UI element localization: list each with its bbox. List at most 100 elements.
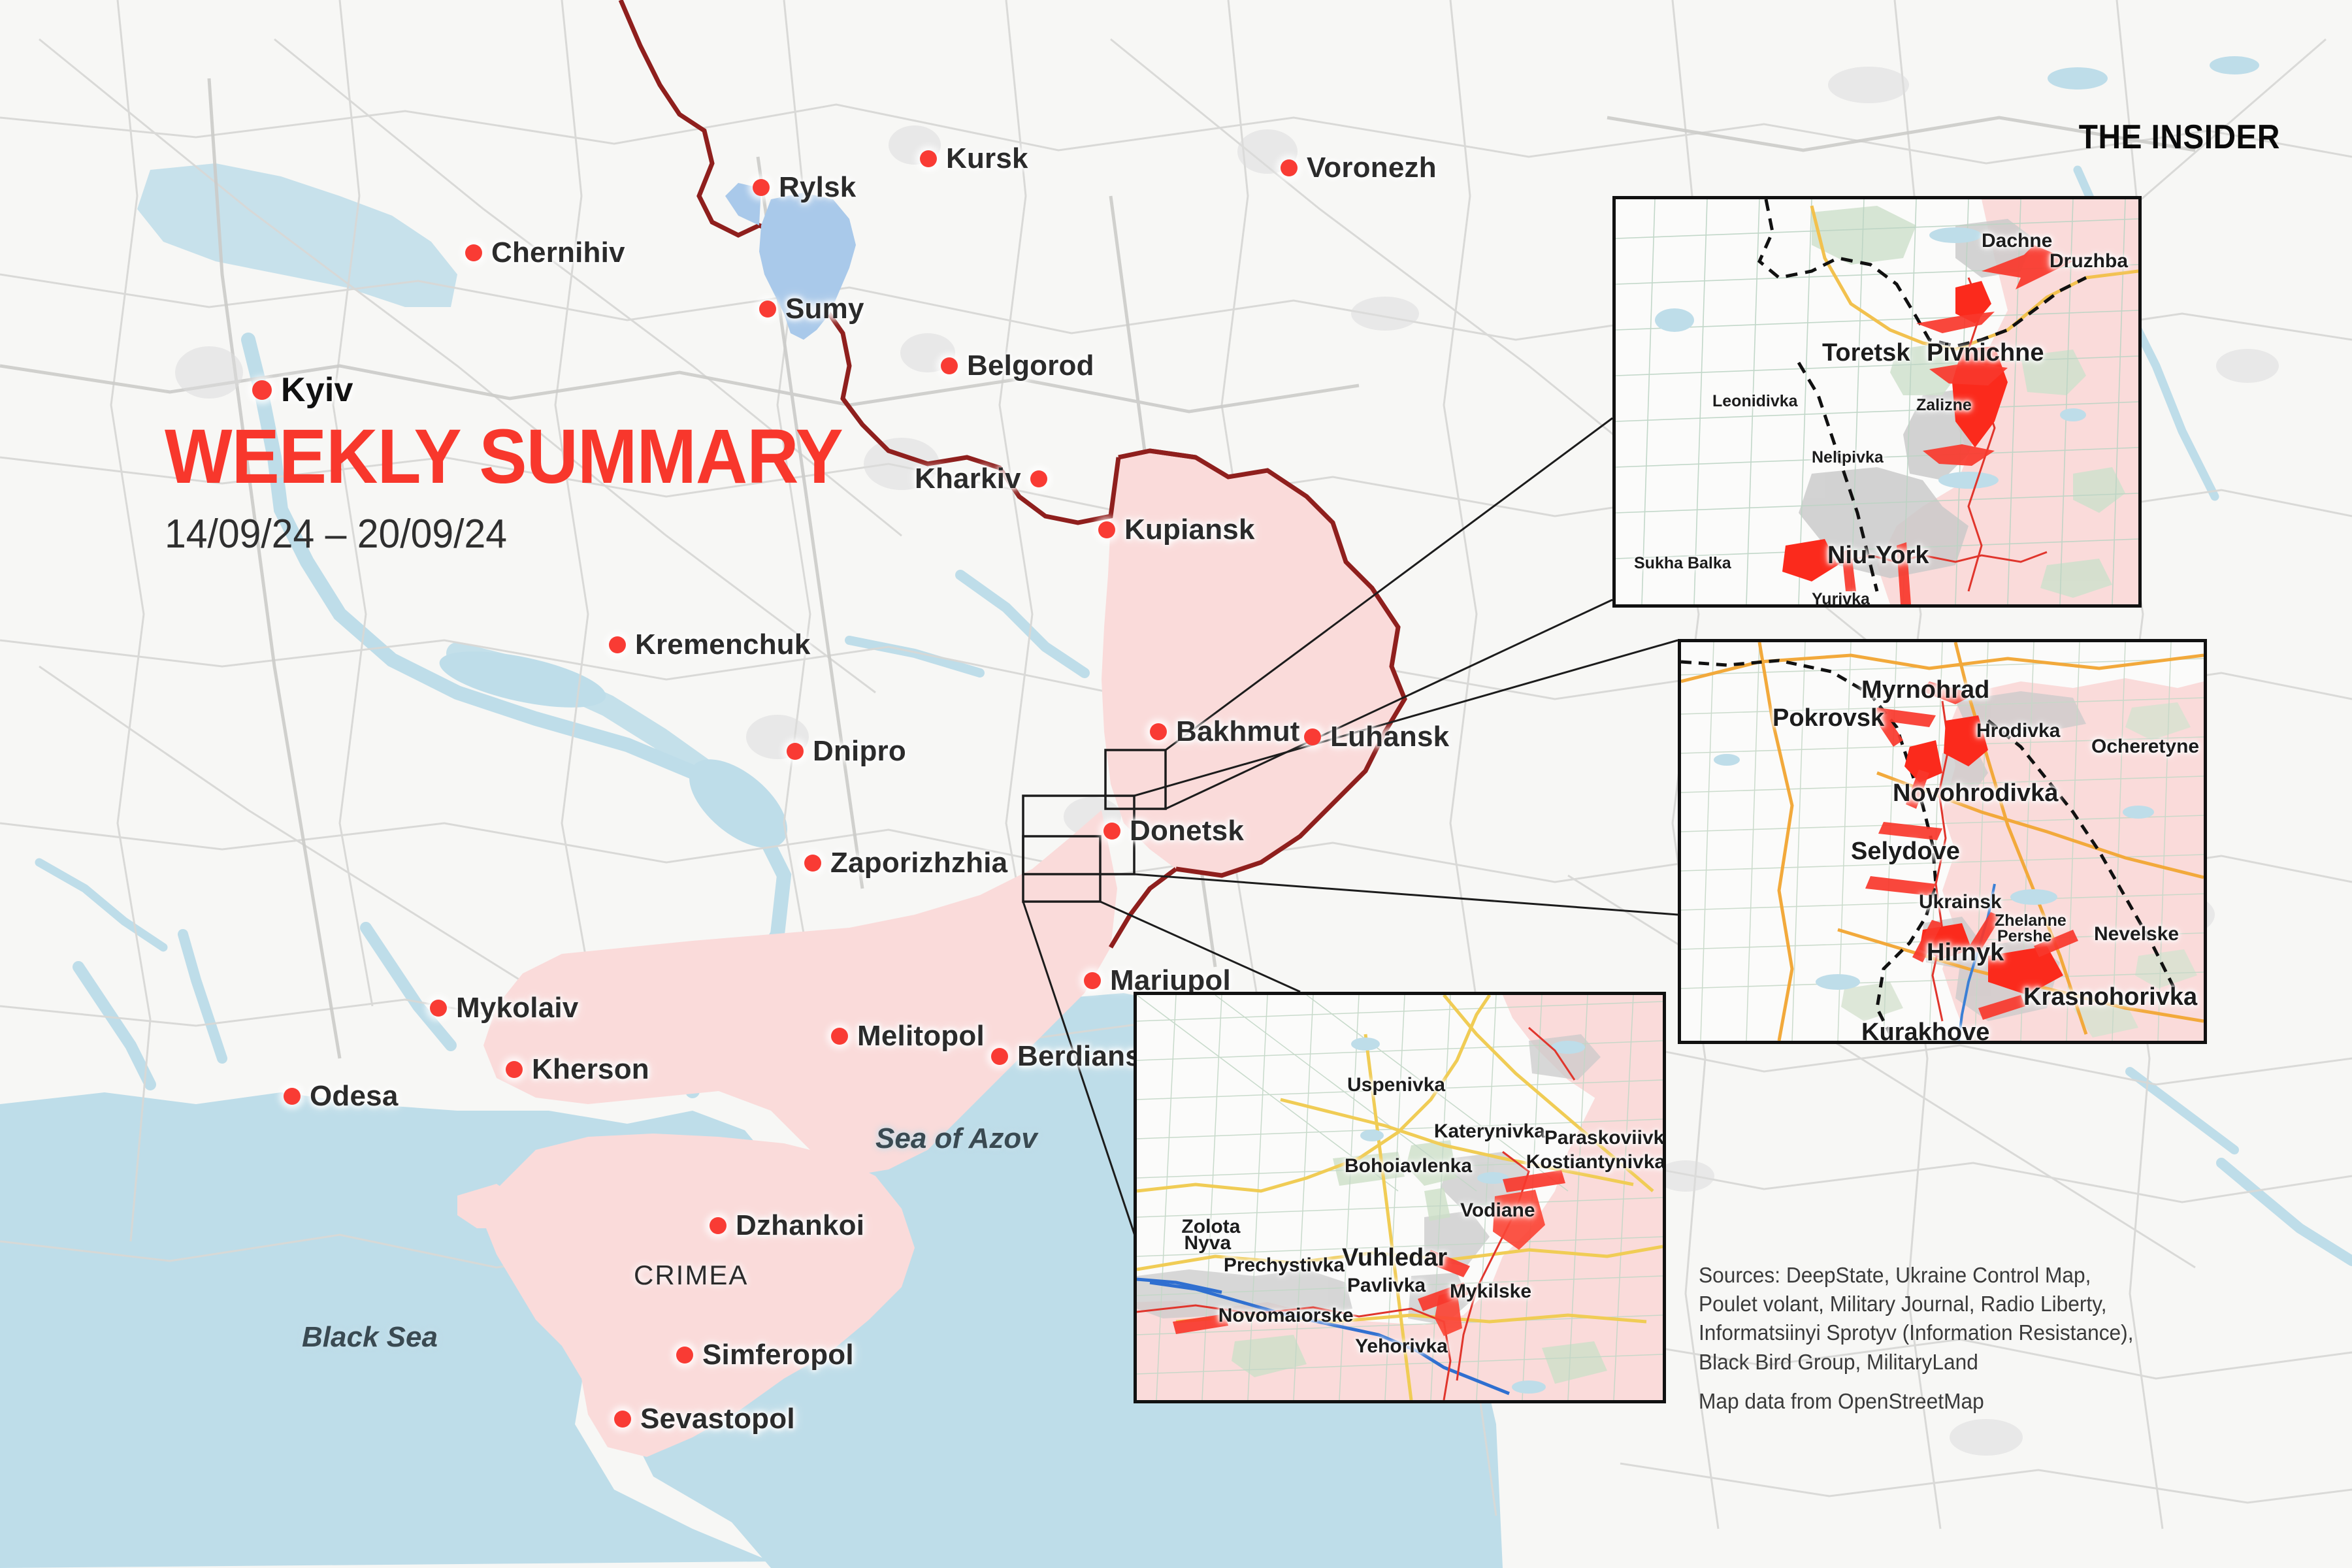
city-dot-icon [787, 743, 804, 760]
city-label: Bakhmut [1176, 715, 1300, 747]
inset-place-label-nelipivka: Nelipivka [1812, 448, 1884, 467]
city-label: Dzhankoi [736, 1209, 865, 1241]
city-marker-kharkiv: Kharkiv [915, 463, 1047, 495]
inset-pokrovsk-map [1681, 642, 2204, 1041]
inset-place-label-paraskoviivka: Paraskoviivka [1544, 1126, 1666, 1149]
city-marker-zaporizhzhia: Zaporizhzhia [804, 847, 1007, 879]
inset-place-label-dachne: Dachne [1982, 229, 2053, 252]
inset-place-label-kostiantynivka: Kostiantynivka [1526, 1151, 1666, 1173]
sources-block: Sources: DeepState, Ukraine Control Map,… [1699, 1261, 2134, 1416]
inset-place-label-novomaiorske: Novomaiorske [1218, 1305, 1354, 1327]
city-dot-icon [676, 1347, 693, 1364]
city-marker-donetsk: Donetsk [1103, 815, 1244, 847]
city-dot-icon [465, 244, 482, 261]
inset-place-label-niu-york: Niu-York [1827, 541, 1929, 569]
city-label: Donetsk [1130, 815, 1244, 847]
city-label: Luhansk [1330, 721, 1450, 753]
city-dot-icon [753, 179, 770, 196]
city-marker-belgorod: Belgorod [941, 350, 1094, 382]
headline-block: WEEKLY SUMMARY 14/09/24 – 20/09/24 [165, 418, 894, 557]
city-label: Kharkiv [915, 463, 1021, 495]
map-credit: Map data from OpenStreetMap [1699, 1388, 1984, 1413]
inset-place-label-pavlivka: Pavlivka [1347, 1274, 1426, 1296]
city-label: Kursk [946, 142, 1028, 174]
inset-place-label-sukha-balka: Sukha Balka [1634, 553, 1731, 572]
inset-place-label-uspenivka: Uspenivka [1347, 1073, 1446, 1096]
city-marker-mykolaiv: Mykolaiv [430, 992, 578, 1024]
inset-place-label-nyva: Nyva [1184, 1232, 1232, 1254]
city-label: Odesa [310, 1080, 399, 1112]
city-marker-bakhmut: Bakhmut [1150, 715, 1300, 748]
inset-place-label-krasnohorivka: Krasnohorivka [2023, 983, 2198, 1011]
locator-vuhledar [1022, 835, 1102, 903]
city-marker-dnipro: Dnipro [787, 735, 906, 768]
city-marker-kremenchuk: Kremenchuk [609, 629, 811, 661]
occupied-crimea [483, 1134, 915, 1457]
sources-line-3: Informatsiinyi Sprotyv (Information Resi… [1699, 1320, 2134, 1345]
city-marker-rylsk: Rylsk [753, 171, 856, 204]
locator-toretsk [1104, 749, 1167, 810]
inset-vuhledar-map [1137, 995, 1663, 1400]
region-label-crimea: CRIMEA [634, 1260, 749, 1290]
city-label: Kremenchuk [635, 629, 811, 661]
sea-label-azov: Sea of Azov [875, 1122, 1037, 1154]
city-marker-kupiansk: Kupiansk [1098, 514, 1255, 546]
inset-place-label-druzhba: Druzhba [2050, 250, 2128, 272]
inset-place-label-kurakhove: Kurakhove [1861, 1019, 1990, 1044]
city-label: Mykolaiv [456, 992, 579, 1024]
city-label: Simferopol [702, 1339, 854, 1371]
city-dot-icon [991, 1048, 1008, 1065]
city-marker-sumy: Sumy [759, 293, 864, 325]
city-label: Mariupol [1110, 964, 1231, 996]
sources-line-4: Black Bird Group, MilitaryLand [1699, 1349, 1978, 1374]
city-marker-sevastopol: Sevastopol [614, 1403, 795, 1435]
sea-label-black: Black Sea [302, 1321, 438, 1353]
city-marker-kherson: Kherson [506, 1053, 649, 1086]
occupied-territory [457, 448, 1407, 1457]
city-label: Kherson [532, 1053, 649, 1085]
inset-place-label-selydove: Selydove [1851, 837, 1960, 865]
city-label: Zaporizhzhia [830, 847, 1008, 879]
city-dot-icon [609, 636, 626, 653]
inset-place-label-zolota: Zolota [1181, 1215, 1241, 1237]
city-marker-simferopol: Simferopol [676, 1339, 854, 1371]
brand-logo: THE INSIDER [2078, 118, 2280, 156]
city-dot-icon [831, 1028, 848, 1045]
city-dot-icon [1304, 728, 1321, 745]
city-dot-icon [920, 150, 937, 167]
city-label: Melitopol [857, 1020, 985, 1052]
city-dot-icon [1103, 823, 1120, 840]
inset-vuhledar[interactable]: Uspenivka Katerynivka Paraskoviivka Bohoiav… [1134, 992, 1666, 1403]
city-dot-icon [759, 301, 776, 318]
city-dot-icon [614, 1411, 631, 1428]
inset-place-label-pershe: Pershe [1997, 927, 2052, 946]
city-label: Kupiansk [1124, 514, 1255, 546]
inset-toretsk[interactable]: Dachne Druzhba Toretsk Pivnichne Leonidivka Z… [1612, 196, 2142, 608]
city-marker-odesa: Odesa [284, 1080, 399, 1113]
city-marker-voronezh: Voronezh [1281, 152, 1437, 184]
inset-place-label-nevelske: Nevelske [2094, 923, 2180, 945]
city-label: Sumy [785, 293, 864, 325]
inset-place-label-ocheretyne: Ocheretyne [2091, 736, 2200, 758]
inset-place-label-ukrainsk: Ukrainsk [1919, 891, 2002, 913]
inset-place-label-myrnohrad: Myrnohrad [1861, 676, 1990, 704]
city-dot-icon [284, 1088, 301, 1105]
occupied-border-line [1118, 448, 1407, 878]
inset-place-label-prechystivka: Prechystivka [1223, 1254, 1345, 1276]
city-marker-kyiv: Kyiv [252, 370, 353, 410]
sources-line-1: Sources: DeepState, Ukraine Control Map, [1699, 1263, 2091, 1287]
leader-vuhledar-a [1100, 900, 1301, 993]
inset-leader-lines [1022, 417, 1678, 1242]
inset-place-label-zalizne: Zalizne [1916, 395, 1972, 414]
inset-place-label-toretsk: Toretsk [1822, 338, 1910, 367]
city-dot-icon [941, 357, 958, 374]
city-dot-icon [710, 1217, 727, 1234]
inset-place-label-leonidivka: Leonidivka [1712, 391, 1798, 410]
inset-pokrovsk[interactable]: Myrnohrad Pokrovsk Hrodivka Ocheretyne Novoh… [1678, 639, 2207, 1044]
city-dot-icon [1281, 159, 1298, 176]
page-title: WEEKLY SUMMARY [165, 414, 843, 500]
inset-place-label-mykilske: Mykilske [1449, 1281, 1532, 1303]
city-marker-dzhankoi: Dzhankoi [710, 1209, 864, 1242]
city-dot-icon [1150, 723, 1167, 740]
